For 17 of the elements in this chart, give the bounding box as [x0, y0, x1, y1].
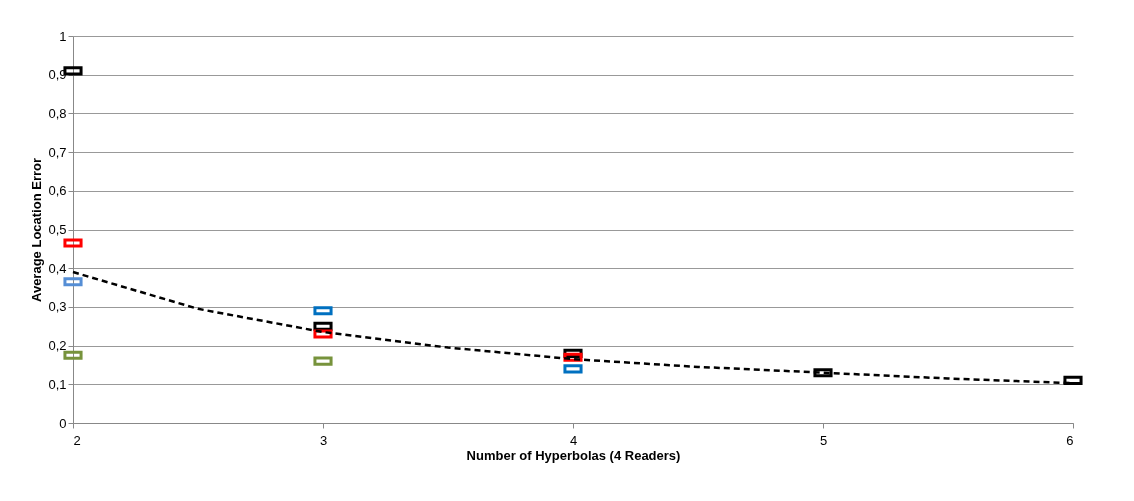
y-tick-label: 0,3	[48, 299, 67, 315]
x-tick-label: 6	[1066, 432, 1074, 448]
y-tick-label: 0,5	[48, 222, 67, 237]
x-tick-label: 3	[319, 432, 328, 448]
y-tick-label: 1	[59, 28, 67, 44]
x-tick-label: 5	[819, 432, 828, 448]
x-tick-label: 2	[73, 432, 81, 448]
y-tick-label: 0,8	[48, 105, 67, 121]
y-tick-label: 0	[59, 415, 67, 431]
y-tick-label: 0,6	[48, 183, 67, 199]
x-tick-label: 4	[569, 432, 578, 448]
y-tick-label: 0,4	[48, 260, 67, 276]
y-tick-label: 0,2	[48, 338, 67, 354]
x-axis-title: Number of Hyperbolas (4 Readers)	[466, 447, 681, 463]
y-tick-label: 0,7	[48, 144, 67, 160]
y-tick-label: 0,1	[48, 376, 67, 392]
y-axis-title: Average Location Error	[29, 157, 45, 303]
